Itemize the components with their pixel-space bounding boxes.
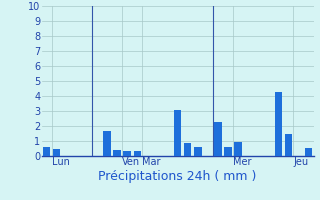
Bar [133, 151, 141, 156]
Bar [43, 147, 51, 156]
Bar [224, 147, 232, 156]
Bar [53, 148, 60, 156]
Bar [113, 150, 121, 156]
Bar [234, 142, 242, 156]
Bar [194, 147, 202, 156]
Bar [103, 130, 111, 156]
Bar [305, 148, 312, 156]
X-axis label: Précipitations 24h ( mm ): Précipitations 24h ( mm ) [99, 170, 257, 183]
Bar [124, 151, 131, 156]
Bar [275, 92, 282, 156]
Bar [214, 121, 222, 156]
Bar [284, 134, 292, 156]
Bar [174, 110, 181, 156]
Bar [184, 143, 191, 156]
